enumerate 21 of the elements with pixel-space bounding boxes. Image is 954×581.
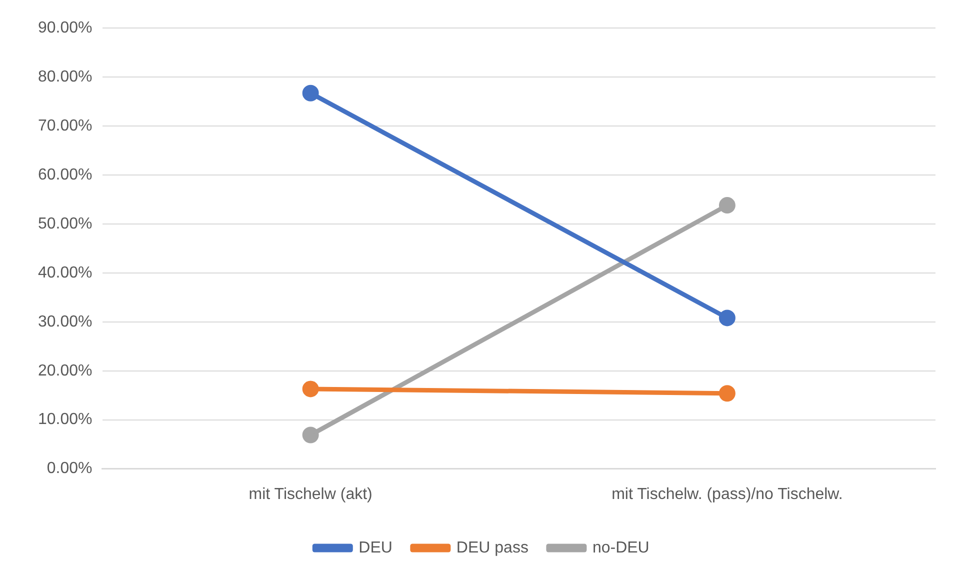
- y-tick-label: 0.00%: [46, 460, 92, 478]
- y-tick-label: 90.00%: [38, 19, 92, 36]
- y-tick-label: 10.00%: [38, 411, 92, 428]
- y-tick-label: 40.00%: [38, 264, 92, 282]
- x-tick-label: mit Tischelw. (pass)/no Tischelw.: [612, 486, 843, 503]
- legend-label: DEU pass: [456, 539, 528, 556]
- y-tick-label: 80.00%: [38, 68, 92, 86]
- y-tick-label: 20.00%: [38, 362, 92, 380]
- legend-label: DEU: [358, 539, 392, 556]
- point: [718, 385, 736, 402]
- legend-label: no-DEU: [592, 539, 650, 556]
- point: [302, 84, 319, 102]
- point: [302, 380, 319, 398]
- point: [718, 310, 736, 326]
- y-tick-label: 50.00%: [38, 215, 92, 232]
- y-tick-label: 60.00%: [38, 166, 92, 184]
- point: [718, 197, 736, 214]
- point: [302, 426, 319, 444]
- y-tick-label: 30.00%: [38, 313, 92, 330]
- y-tick-label: 70.00%: [38, 117, 92, 134]
- x-tick-label: mit Tischelw (akt): [248, 486, 372, 503]
